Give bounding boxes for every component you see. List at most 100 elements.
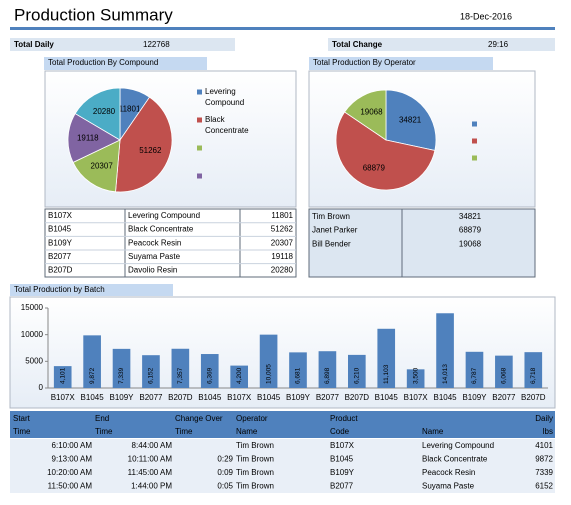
table-cell: Peacock Resin [422,468,475,477]
section-header [10,284,173,296]
table-header: Daily [535,414,553,423]
x-tick-label: B1045 [198,393,222,402]
table-cell: 8:44:00 AM [132,441,173,450]
bar [436,313,454,388]
table-header: Change Over [175,414,223,423]
total-box [328,38,555,51]
table-cell: Black Concentrate [422,455,488,464]
table-cell: 19118 [271,252,293,261]
table-cell: 20280 [271,266,294,275]
table-header: Code [330,427,350,436]
pie-slice [335,111,436,191]
table-cell: B207D [48,266,73,275]
table-header: Name [422,427,444,436]
table-header: Time [13,427,31,436]
bar-value-label: 6,068 [501,367,508,384]
table-cell: B1045 [48,225,72,234]
total-box [10,38,235,51]
table-cell: Bill Bender [312,239,351,248]
x-tick-label: B207D [521,393,546,402]
table-cell: Tim Brown [236,482,274,491]
table-cell: B2077 [330,482,354,491]
bar [289,352,307,388]
slice-label: 20280 [93,107,116,116]
table-header: Name [236,427,258,436]
bar [348,354,366,388]
bar-value-label: 4,101 [59,367,66,384]
table-header: End [95,414,109,423]
bar [171,348,190,388]
bar [53,366,72,388]
x-tick-label: B107X [51,393,76,402]
table-cell: 11:50:00 AM [48,482,93,491]
slice-label: 19068 [360,108,383,117]
table-cell: Peacock Resin [128,238,181,247]
table-cell: Suyama Paste [128,252,181,261]
legend-swatch [197,145,202,151]
table-cell: Tim Brown [236,455,274,464]
table-cell: 0:29 [217,455,233,464]
x-tick-label: B109Y [110,393,135,402]
table-cell: 7339 [535,468,553,477]
report-date: 18-Dec-2016 [460,11,512,21]
table-cell: B109Y [48,238,73,247]
pie-slice [344,89,387,141]
legend-label: Levering Compound [205,87,244,107]
bar-value-label: 6,152 [148,367,155,384]
table-cell: Levering Compound [422,441,494,450]
bar [259,334,278,388]
pie-slice [115,96,173,193]
table-cell: Tim Brown [312,212,350,221]
bar-value-label: 11,103 [383,364,390,384]
y-tick-label: 15000 [21,303,44,312]
legend-swatch [197,173,202,179]
bar [200,354,219,388]
bar-value-label: 7,339 [118,367,125,384]
table-cell: Suyama Paste [422,482,475,491]
table-cell: Janet Parker [312,226,358,235]
table-cell: Levering Compound [128,211,200,220]
table-cell: B109Y [330,468,355,477]
bar [142,355,160,388]
y-tick-label: 10000 [21,330,44,339]
table-cell: Tim Brown [236,441,274,450]
chart-title: Total Production By Operator [313,58,416,67]
slice-label: 34821 [399,116,422,125]
section-header [309,57,493,70]
y-tick-label: 0 [39,383,44,392]
x-tick-label: B109Y [462,393,487,402]
table-cell: 6:10:00 AM [52,441,93,450]
x-tick-label: B1045 [433,393,457,402]
table-header: Start [13,414,31,423]
bar [230,365,248,388]
table-header: Product [330,414,358,423]
bar-value-label: 6,369 [206,367,213,384]
total-label: Total Change [332,40,383,49]
table-cell: B107X [48,211,73,220]
x-tick-label: B2077 [492,393,516,402]
slice-label: 20307 [91,162,114,171]
table-cell: B107X [330,441,355,450]
x-tick-label: B107X [227,393,252,402]
bar-value-label: 10,005 [265,364,272,384]
bar [495,355,513,388]
bar [465,351,484,388]
table-cell: 19068 [459,239,482,248]
legend-swatch [197,117,202,123]
table-cell: B2077 [48,252,72,261]
x-tick-label: B109Y [286,393,311,402]
section-header [44,57,207,70]
table-header: lbs [543,427,553,436]
table-cell: 10:11:00 AM [128,455,173,464]
table-header: Time [95,427,113,436]
x-tick-label: B107X [404,393,429,402]
x-tick-label: B2077 [139,393,163,402]
slice-label: 68879 [363,164,386,173]
legend-swatch [472,121,477,127]
table-cell: 10:20:00 AM [47,468,92,477]
table-cell: 6152 [535,482,553,491]
legend-swatch [197,89,202,95]
x-tick-label: B2077 [316,393,340,402]
x-tick-label: B1045 [81,393,105,402]
